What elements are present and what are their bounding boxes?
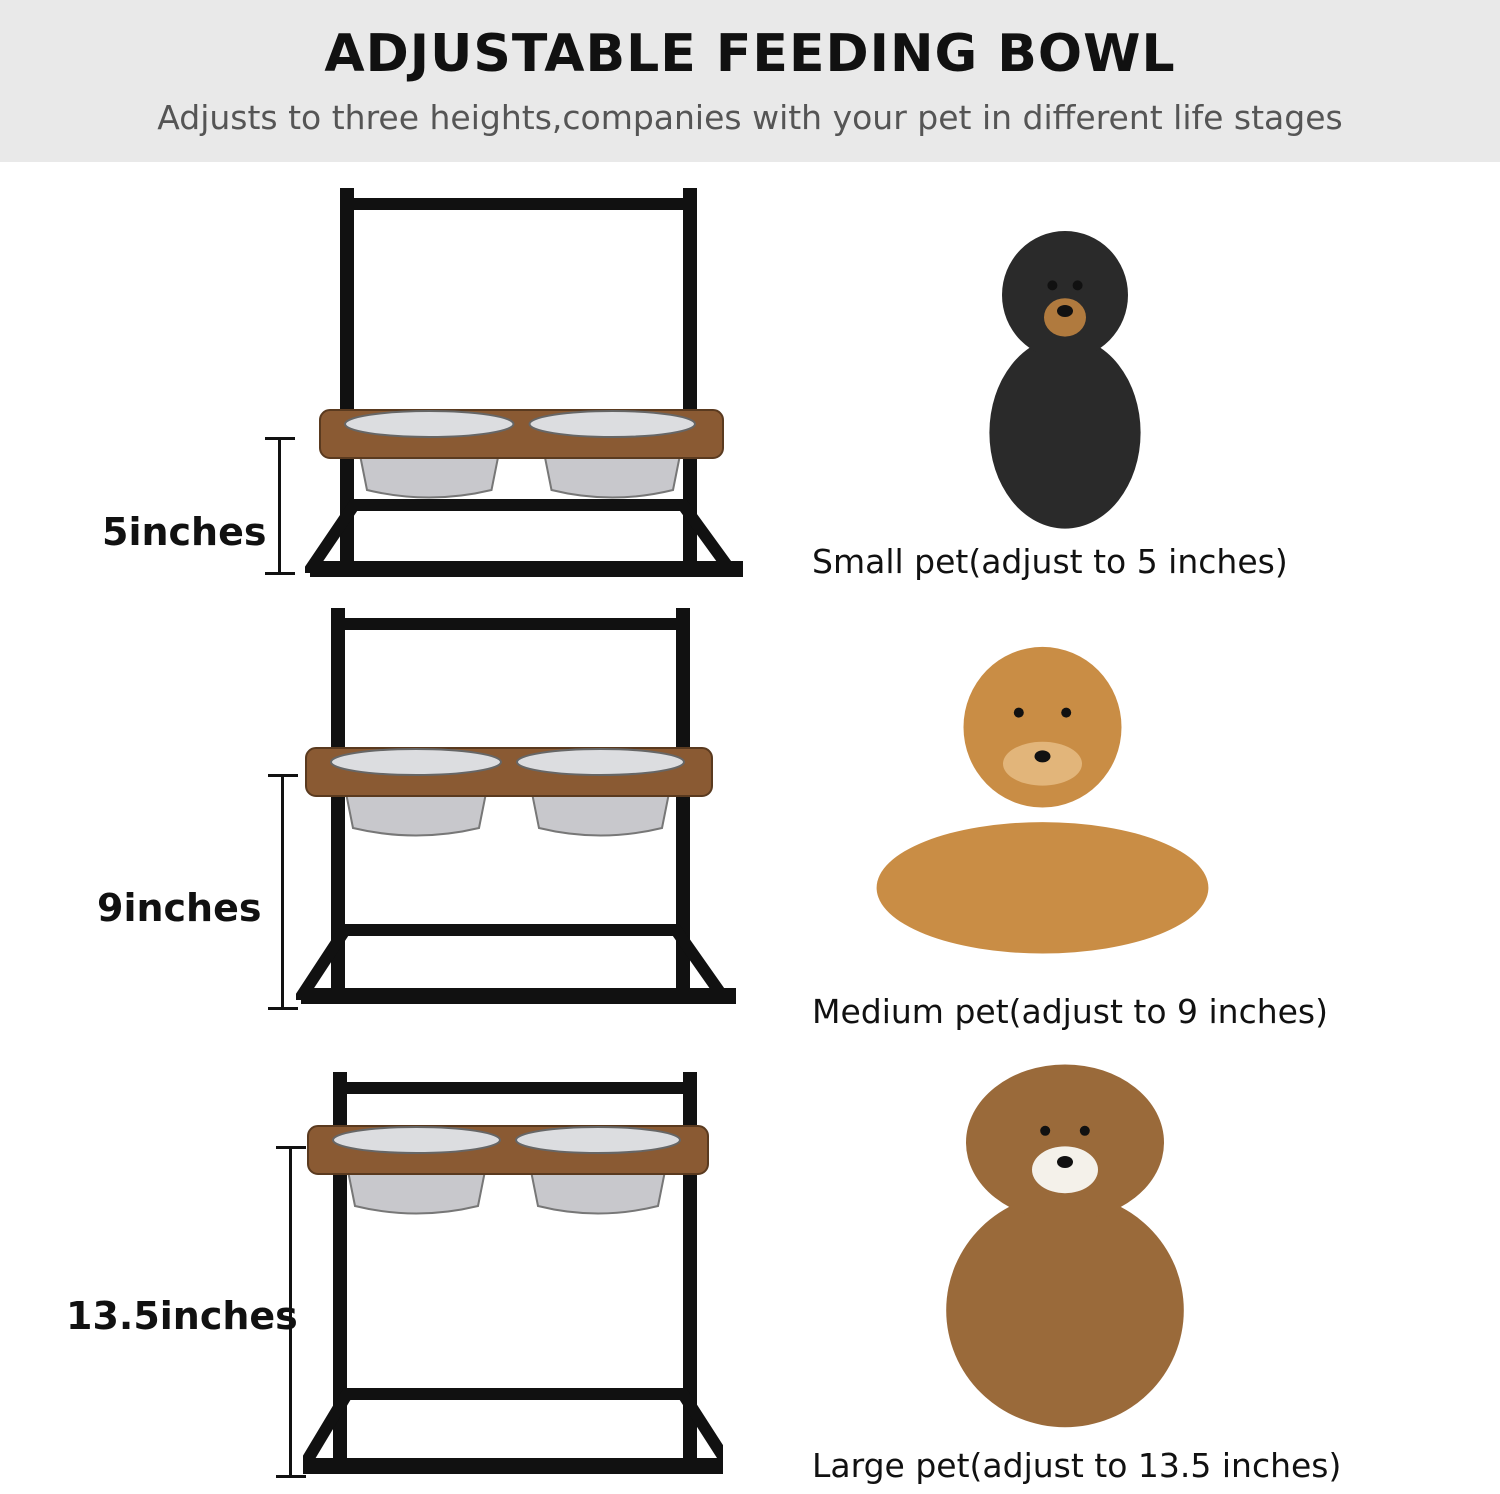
pet-size-caption: Medium pet(adjust to 9 inches): [812, 992, 1328, 1031]
height-label: 5inches: [102, 510, 267, 554]
dog-body: [989, 336, 1141, 529]
frame-post: [340, 188, 354, 575]
page-subtitle: Adjusts to three heights,companies with …: [157, 98, 1343, 137]
frame-base-front: [310, 561, 743, 577]
golden-retriever-image: [876, 646, 1209, 954]
frame-top-bar: [331, 618, 690, 630]
height-measure-bar: [265, 437, 295, 575]
dog-body: [946, 1193, 1184, 1428]
bowl-stand-image-5in: [305, 188, 743, 577]
bowl-stand-image-13.5in: [303, 1072, 723, 1474]
frame-post: [683, 188, 697, 575]
dog-eye: [1013, 707, 1024, 718]
frame-base-front: [301, 988, 736, 1004]
dog-head: [963, 646, 1122, 808]
dog-eye: [1040, 1125, 1051, 1136]
bowl-stand-image-9in: [296, 608, 736, 1004]
dachshund-image: [989, 231, 1141, 529]
height-label: 13.5inches: [66, 1294, 298, 1338]
pet-size-caption: Large pet(adjust to 13.5 inches): [812, 1446, 1342, 1485]
frame-base: [303, 1388, 723, 1470]
bowl-rim: [332, 1126, 501, 1154]
height-measure-bar: [268, 774, 298, 1010]
dog-muzzle: [1044, 298, 1086, 337]
height-measure-bar: [276, 1146, 306, 1478]
bowl-rim: [515, 1126, 681, 1154]
dog-head: [1002, 231, 1128, 359]
frame-top-bar: [333, 1082, 697, 1094]
dog-eye: [1072, 280, 1083, 291]
dog-eye: [1079, 1125, 1090, 1136]
frame-post: [676, 608, 690, 1002]
bowl-rim: [344, 410, 515, 438]
height-label: 9inches: [97, 886, 262, 930]
bowl-rim: [528, 410, 696, 438]
dog-nose: [1057, 305, 1073, 317]
dog-eye: [1061, 707, 1072, 718]
dog-nose: [1057, 1156, 1073, 1168]
bowl-rim: [516, 748, 685, 776]
dog-eye: [1047, 280, 1058, 291]
frame-base: [296, 924, 733, 1000]
sheltie-image: [946, 1064, 1184, 1428]
dog-nose: [1034, 750, 1051, 763]
dog-body: [876, 822, 1209, 954]
header-banner: ADJUSTABLE FEEDING BOWL Adjusts to three…: [0, 0, 1500, 162]
bowl-rim: [330, 748, 502, 776]
frame-post: [331, 608, 345, 1002]
pet-size-caption: Small pet(adjust to 5 inches): [812, 542, 1288, 581]
dog-muzzle: [1003, 741, 1082, 786]
dog-muzzle: [1032, 1146, 1098, 1194]
frame-base-front: [303, 1458, 723, 1474]
page-title: ADJUSTABLE FEEDING BOWL: [324, 24, 1176, 84]
frame-top-bar: [340, 198, 697, 210]
dog-head: [966, 1064, 1164, 1221]
frame-base: [305, 499, 740, 573]
